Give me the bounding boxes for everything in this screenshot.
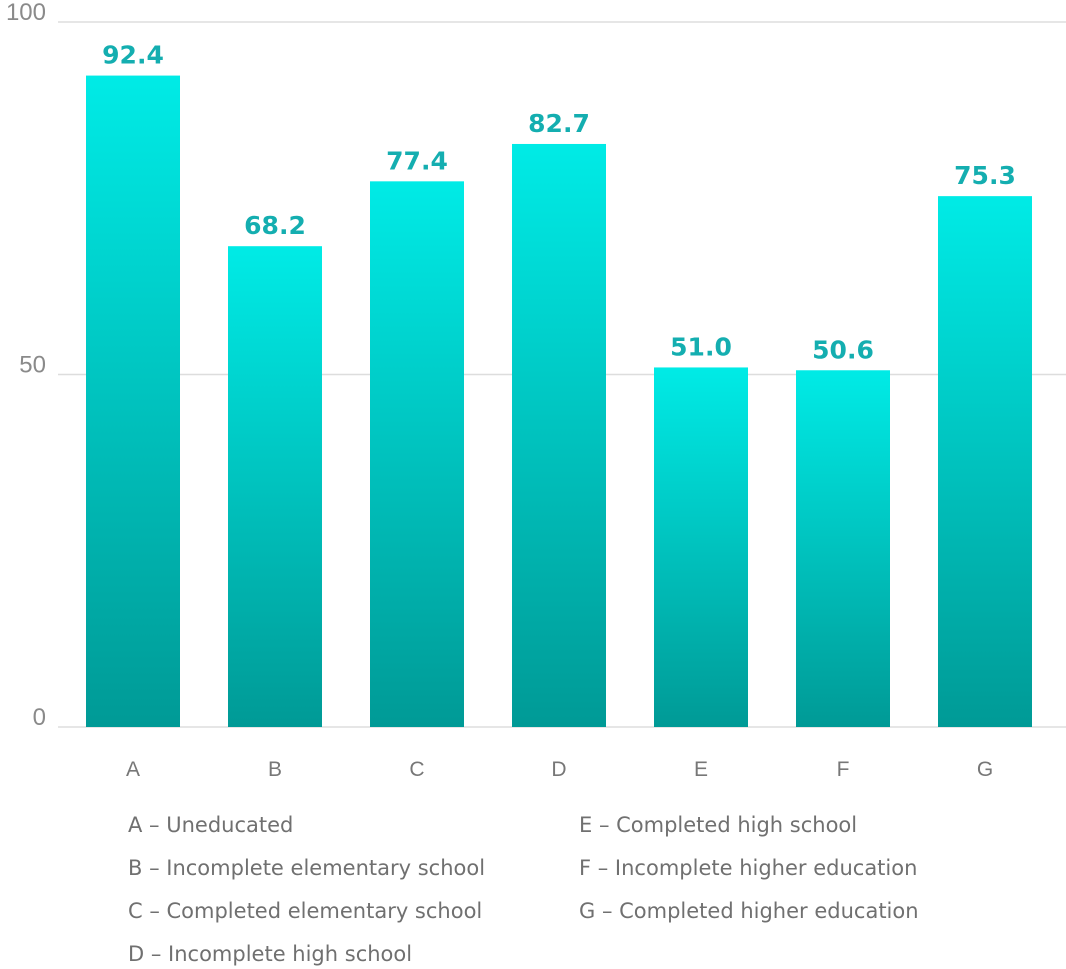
bar-e (654, 367, 748, 727)
x-tick-label-c: C (409, 758, 424, 781)
bar-c (370, 181, 464, 727)
data-label-a: 92.4 (102, 41, 164, 70)
data-label-g: 75.3 (954, 161, 1016, 190)
legend-item-a: A – Uneducated (128, 813, 294, 837)
legend-item-b: B – Incomplete elementary school (128, 856, 486, 880)
data-label-c: 77.4 (386, 146, 448, 175)
bars (86, 75, 1032, 728)
chart-svg: 92.4 68.2 77.4 82.7 51.0 50.6 75.3 A B C D E F G 0 50… (6, 0, 1066, 781)
bar-g (938, 196, 1032, 727)
data-label-e: 51.0 (670, 332, 732, 361)
x-tick-labels: A B C D E F G (126, 758, 993, 781)
bar-chart: 92.4 68.2 77.4 82.7 51.0 50.6 75.3 A B C D E F G 0 50… (6, 0, 1066, 781)
data-label-d: 82.7 (528, 109, 590, 138)
x-tick-label-g: G (977, 758, 993, 781)
data-labels: 92.4 68.2 77.4 82.7 51.0 50.6 75.3 (102, 41, 1016, 365)
x-tick-label-b: B (268, 758, 282, 781)
x-tick-label-f: F (837, 758, 850, 781)
y-tick-labels: 0 50 100 (6, 0, 46, 731)
y-tick-label-50: 50 (19, 352, 46, 379)
data-label-b: 68.2 (244, 211, 306, 240)
legend-item-c: C – Completed elementary school (128, 899, 483, 923)
data-label-f: 50.6 (812, 335, 874, 364)
legend-item-e: E – Completed high school (579, 813, 858, 837)
y-tick-label-100: 100 (6, 0, 46, 26)
legend-item-d: D – Incomplete high school (128, 942, 413, 966)
bar-d (512, 143, 606, 728)
legend-item-g: G – Completed higher education (579, 899, 919, 923)
bar-f (796, 370, 890, 727)
bar-a (86, 75, 180, 727)
legend-item-f: F – Incomplete higher education (579, 856, 918, 880)
x-tick-label-e: E (694, 758, 708, 781)
bar-b (228, 246, 322, 727)
y-tick-label-0: 0 (33, 704, 46, 731)
x-tick-label-a: A (126, 758, 140, 781)
x-tick-label-d: D (551, 758, 566, 781)
